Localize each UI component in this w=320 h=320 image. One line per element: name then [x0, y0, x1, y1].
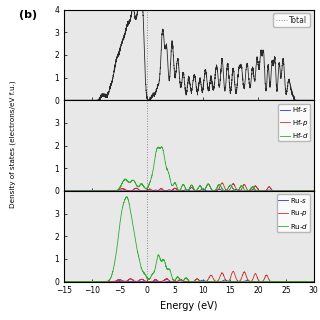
- Ru-$d$: [125, 195, 129, 199]
- Ru-$s$: [62, 280, 66, 284]
- Hf-$s$: [307, 189, 311, 193]
- Ru-$p$: [91, 280, 94, 284]
- Hf-$d$: [158, 146, 162, 150]
- Text: (b): (b): [19, 10, 37, 20]
- Line: Hf-$d$: Hf-$d$: [64, 147, 314, 191]
- Hf-$d$: [169, 180, 172, 183]
- Ru-$d$: [307, 280, 311, 284]
- Line: Ru-$s$: Ru-$s$: [64, 280, 314, 282]
- Ru-$d$: [105, 279, 109, 283]
- Ru-$d$: [91, 280, 94, 284]
- Hf-$d$: [312, 189, 316, 193]
- Hf-$p$: [312, 189, 316, 193]
- Hf-$d$: [91, 189, 94, 193]
- Text: Density of states (electrons/eV f.u.): Density of states (electrons/eV f.u.): [10, 80, 16, 208]
- Hf-$s$: [158, 189, 162, 193]
- Hf-$s$: [62, 189, 66, 193]
- Hf-$s$: [105, 189, 109, 193]
- Hf-$p$: [105, 189, 109, 193]
- Ru-$s$: [312, 280, 316, 284]
- Line: Ru-$p$: Ru-$p$: [64, 271, 314, 282]
- Ru-$d$: [312, 280, 316, 284]
- Hf-$d$: [159, 145, 163, 149]
- Ru-$s$: [105, 280, 109, 284]
- Hf-$d$: [307, 189, 311, 193]
- Ru-$d$: [280, 280, 284, 284]
- Ru-$p$: [312, 280, 316, 284]
- Hf-$p$: [62, 189, 66, 193]
- Ru-$s$: [169, 280, 172, 284]
- Ru-$p$: [62, 280, 66, 284]
- Ru-$s$: [158, 280, 162, 284]
- Hf-$d$: [62, 189, 66, 193]
- Hf-$p$: [307, 189, 311, 193]
- Hf-$d$: [105, 189, 109, 193]
- Hf-$p$: [91, 189, 94, 193]
- Ru-$s$: [223, 278, 227, 282]
- Hf-$d$: [280, 189, 284, 193]
- Hf-$s$: [312, 189, 316, 193]
- Ru-$p$: [231, 269, 235, 273]
- Ru-$p$: [280, 280, 284, 284]
- Legend: Hf-$s$, Hf-$p$, Hf-$d$: Hf-$s$, Hf-$p$, Hf-$d$: [278, 104, 310, 141]
- Ru-$s$: [307, 280, 311, 284]
- Line: Ru-$d$: Ru-$d$: [64, 197, 314, 282]
- Hf-$s$: [169, 188, 172, 192]
- Ru-$p$: [307, 280, 311, 284]
- Ru-$s$: [91, 280, 94, 284]
- Ru-$d$: [158, 256, 162, 260]
- Hf-$p$: [220, 181, 224, 185]
- Ru-$s$: [280, 280, 284, 284]
- Hf-$s$: [280, 189, 284, 193]
- Line: Hf-$p$: Hf-$p$: [64, 183, 314, 191]
- Hf-$p$: [280, 189, 284, 193]
- Ru-$d$: [62, 280, 66, 284]
- Ru-$p$: [158, 280, 162, 284]
- Hf-$p$: [169, 189, 172, 193]
- Hf-$s$: [91, 189, 94, 193]
- Ru-$d$: [169, 270, 172, 274]
- Hf-$s$: [201, 187, 205, 191]
- Legend: Total: Total: [273, 13, 310, 27]
- Legend: Ru-$s$, Ru-$p$, Ru-$d$: Ru-$s$, Ru-$p$, Ru-$d$: [276, 195, 310, 232]
- X-axis label: Energy (eV): Energy (eV): [160, 301, 218, 311]
- Hf-$p$: [158, 188, 162, 191]
- Line: Hf-$s$: Hf-$s$: [64, 189, 314, 191]
- Ru-$p$: [169, 279, 172, 283]
- Ru-$p$: [105, 280, 109, 284]
